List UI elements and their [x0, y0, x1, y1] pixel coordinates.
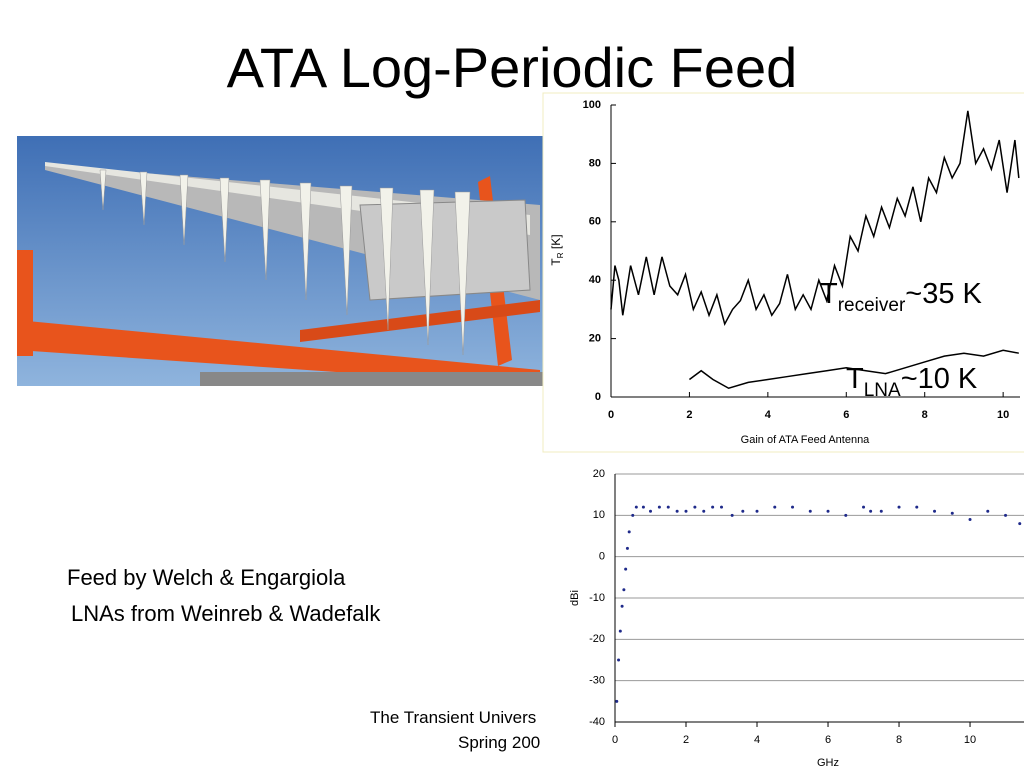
data-point	[711, 505, 715, 509]
data-point	[741, 509, 745, 513]
data-point	[755, 509, 759, 513]
chart-frame	[542, 92, 1024, 453]
data-point	[730, 513, 734, 517]
slide-title: ATA Log-Periodic Feed	[227, 36, 798, 99]
x-axis-label: Gain of ATA Feed Antenna	[741, 434, 871, 446]
data-point	[915, 505, 919, 509]
data-point	[869, 509, 873, 513]
data-point	[702, 509, 706, 513]
data-point	[657, 505, 661, 509]
data-point	[631, 513, 635, 517]
x-tick-label: 6	[825, 734, 831, 746]
caption: Feed by Welch & Engargiola	[67, 565, 346, 590]
x-tick-label: 8	[896, 734, 902, 746]
data-point	[675, 509, 679, 513]
annotation-part: T	[846, 363, 864, 395]
label-part: [K]	[549, 234, 563, 252]
data-point	[666, 505, 670, 509]
y-tick-label: -40	[589, 716, 605, 728]
annotation-part: LNA	[864, 380, 901, 401]
data-line	[688, 349, 1019, 390]
chart-frame	[560, 462, 1024, 768]
data-point	[622, 588, 626, 592]
data-point	[615, 699, 619, 703]
data-point	[684, 509, 688, 513]
caption: LNAs from Weinreb & Wadefalk	[71, 601, 381, 626]
y-axis-label: dBi	[569, 590, 581, 606]
annotation-part: ~35 K	[905, 278, 982, 310]
annotation-part: receiver	[838, 295, 906, 316]
x-tick-label: 8	[922, 409, 928, 421]
y-tick-label: -20	[589, 633, 605, 645]
data-point	[624, 567, 628, 571]
footer-text: Spring 200	[458, 733, 540, 752]
data-line	[610, 110, 1020, 327]
label-part: R	[556, 252, 565, 258]
x-tick-label: 2	[686, 409, 692, 421]
data-point	[808, 509, 812, 513]
y-tick-label: 0	[599, 551, 605, 563]
data-point	[641, 505, 645, 509]
y-tick-label: 0	[595, 391, 601, 403]
annotation: Treceiver~35 K	[820, 278, 983, 316]
data-point	[625, 546, 629, 550]
data-point	[986, 509, 990, 513]
data-point	[791, 505, 795, 509]
x-tick-label: 2	[683, 734, 689, 746]
data-point	[627, 530, 631, 534]
annotation-part: ~10 K	[901, 363, 978, 395]
data-point	[618, 629, 622, 633]
y-tick-label: 20	[593, 468, 605, 480]
label-part: T	[549, 258, 563, 266]
data-point	[1018, 522, 1022, 526]
y-tick-label: 80	[589, 157, 601, 169]
data-point	[897, 505, 901, 509]
x-axis-label: GHz	[817, 757, 839, 768]
data-point	[950, 511, 954, 515]
annotation-part: T	[820, 278, 838, 310]
data-point	[826, 509, 830, 513]
x-tick-label: 0	[612, 734, 618, 746]
data-point	[844, 513, 848, 517]
data-point	[617, 658, 621, 662]
annotation: TLNA~10 K	[846, 363, 978, 401]
x-tick-label: 0	[608, 409, 614, 421]
y-tick-label: -10	[589, 592, 605, 604]
x-tick-label: 4	[765, 409, 772, 421]
data-point	[968, 517, 972, 521]
y-tick-label: 60	[589, 216, 601, 228]
y-tick-label: 20	[589, 333, 601, 345]
x-tick-label: 4	[754, 734, 760, 746]
antenna-photo	[17, 136, 543, 386]
data-point	[634, 505, 638, 509]
y-tick-label: 40	[589, 274, 601, 286]
data-point	[720, 505, 724, 509]
data-point	[933, 509, 937, 513]
x-tick-label: 10	[997, 409, 1009, 421]
charts: 0 20 40 60 80 100 0 2 4 6 8 10 -40 -30 -20 -10 0 10 20 0 2 4 6…	[583, 99, 1024, 746]
x-tick-label: 6	[843, 409, 849, 421]
y-axis-label: TR [K]	[549, 234, 565, 265]
x-tick-label: 10	[964, 734, 976, 746]
data-point	[862, 505, 866, 509]
data-point	[649, 509, 653, 513]
data-point	[879, 509, 883, 513]
data-point	[1004, 513, 1008, 517]
footer-text: The Transient Univers	[370, 708, 536, 727]
y-tick-label: 10	[593, 509, 605, 521]
y-tick-label: 100	[583, 99, 601, 111]
data-point	[693, 505, 697, 509]
data-point	[773, 505, 777, 509]
data-point	[620, 604, 624, 608]
y-tick-label: -30	[589, 675, 605, 687]
